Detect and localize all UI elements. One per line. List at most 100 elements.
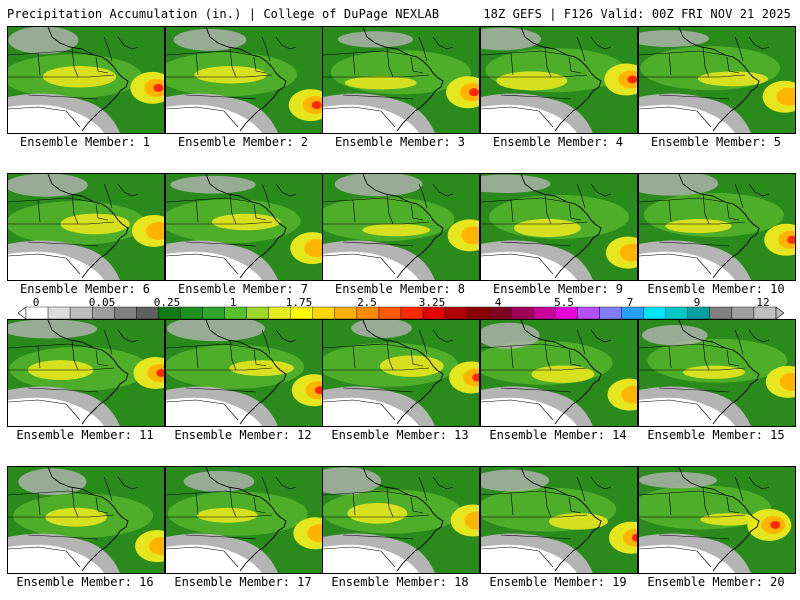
precip-map: [639, 174, 795, 280]
precip-map: [481, 467, 637, 573]
precip-map: [8, 467, 164, 573]
run-info: 18Z GEFS | F126 Valid: 00Z FRI NOV 21 20…: [483, 7, 791, 21]
colorbar-swatch: [489, 306, 512, 320]
colorbar-swatch: [643, 306, 666, 320]
colorbar-swatch: [25, 306, 49, 320]
ensemble-member-label: Ensemble Member: 6: [19, 282, 151, 296]
colorbar-tick-label: 1.75: [285, 296, 313, 309]
colorbar-swatch: [202, 306, 225, 320]
ensemble-map-panel: [7, 466, 165, 574]
colorbar-swatch: [158, 306, 181, 320]
ensemble-member-label: Ensemble Member: 20: [647, 575, 785, 589]
ensemble-map-panel: [7, 26, 165, 134]
colorbar-swatch: [290, 306, 313, 320]
precip-map: [323, 27, 479, 133]
colorbar-swatch: [378, 306, 402, 320]
precip-map: [8, 320, 164, 426]
colorbar-swatch: [180, 306, 203, 320]
ensemble-map-panel: [322, 466, 480, 574]
colorbar-swatch: [312, 306, 336, 320]
ensemble-member-label: Ensemble Member: 11: [16, 428, 154, 442]
colorbar-swatch: [268, 306, 291, 320]
precip-map: [166, 467, 322, 573]
ensemble-member-label: Ensemble Member: 19: [489, 575, 627, 589]
ensemble-map-panel: [7, 173, 165, 281]
ensemble-member-label: Ensemble Member: 4: [492, 135, 624, 149]
ensemble-member-label: Ensemble Member: 7: [177, 282, 309, 296]
colorbar-swatch: [466, 306, 490, 320]
ensemble-member-label: Ensemble Member: 12: [174, 428, 312, 442]
colorbar-tick-label: 12: [756, 296, 770, 309]
ensemble-member-label: Ensemble Member: 10: [647, 282, 785, 296]
colorbar-tick-label: 1: [229, 296, 237, 309]
colorbar-swatch: [687, 306, 711, 320]
colorbar-tick-label: 0.05: [88, 296, 116, 309]
colorbar-swatch: [621, 306, 644, 320]
colorbar-swatch: [224, 306, 247, 320]
ensemble-map-panel: [480, 466, 638, 574]
colorbar-swatch: [577, 306, 600, 320]
precip-map: [639, 467, 795, 573]
colorbar-swatch: [47, 306, 71, 320]
colorbar-swatch: [114, 306, 137, 320]
colorbar-swatch: [709, 306, 733, 320]
colorbar-tick-label: 0.25: [153, 296, 181, 309]
ensemble-map-panel: [165, 173, 323, 281]
ensemble-member-label: Ensemble Member: 3: [334, 135, 466, 149]
ensemble-member-label: Ensemble Member: 1: [19, 135, 151, 149]
colorbar-tick-label: 2.5: [357, 296, 377, 309]
colorbar-swatch: [334, 306, 358, 320]
colorbar-labels: 0 0.05 0.25 1 1.75 2.5 3.25 4 5.5 7 9 12: [0, 296, 800, 309]
precip-map: [639, 320, 795, 426]
colorbar-swatch: [555, 306, 578, 320]
ensemble-map-panel: [165, 26, 323, 134]
colorbar-swatch: [91, 306, 115, 320]
ensemble-member-label: Ensemble Member: 8: [334, 282, 466, 296]
ensemble-map-panel: [638, 319, 796, 427]
ensemble-member-label: Ensemble Member: 9: [492, 282, 624, 296]
colorbar-tick-label: 5.5: [554, 296, 574, 309]
precip-map: [481, 320, 637, 426]
colorbar-left-arrow: [18, 306, 27, 320]
ensemble-map-panel: [480, 173, 638, 281]
colorbar-swatch: [422, 306, 446, 320]
ensemble-map-panel: [165, 466, 323, 574]
ensemble-member-label: Ensemble Member: 18: [331, 575, 469, 589]
colorbar-swatch: [511, 306, 534, 320]
colorbar-swatch: [400, 306, 424, 320]
ensemble-map-panel: [638, 26, 796, 134]
ensemble-map-panel: [322, 173, 480, 281]
map-title: Precipitation Accumulation (in.) | Colle…: [7, 7, 440, 21]
ensemble-map-panel: [165, 319, 323, 427]
precip-map: [481, 174, 637, 280]
ensemble-member-label: Ensemble Member: 15: [647, 428, 785, 442]
ensemble-member-label: Ensemble Member: 16: [16, 575, 154, 589]
colorbar-swatch: [246, 306, 269, 320]
colorbar-swatch: [753, 306, 777, 320]
precip-map: [166, 320, 322, 426]
colorbar-swatch: [136, 306, 159, 320]
colorbar-tick-label: 3.25: [418, 296, 446, 309]
precip-map: [481, 27, 637, 133]
ensemble-map-panel: [480, 26, 638, 134]
precip-map: [8, 174, 164, 280]
colorbar-swatch: [599, 306, 622, 320]
ensemble-member-label: Ensemble Member: 17: [174, 575, 312, 589]
ensemble-map-panel: [638, 173, 796, 281]
colorbar-tick-label: 7: [626, 296, 634, 309]
colorbar-tick-label: 4: [494, 296, 502, 309]
precip-map: [323, 320, 479, 426]
colorbar-tick-label: 0: [32, 296, 40, 309]
colorbar-swatch: [356, 306, 380, 320]
ensemble-member-label: Ensemble Member: 2: [177, 135, 309, 149]
precip-map: [639, 27, 795, 133]
colorbar-swatch: [665, 306, 688, 320]
ensemble-map-panel: [322, 26, 480, 134]
precip-map: [323, 467, 479, 573]
colorbar-tick-label: 9: [693, 296, 701, 309]
precip-map: [323, 174, 479, 280]
precip-map: [8, 27, 164, 133]
colorbar-swatch: [731, 306, 755, 320]
ensemble-member-label: Ensemble Member: 5: [650, 135, 782, 149]
colorbar-right-arrow: [775, 306, 784, 320]
